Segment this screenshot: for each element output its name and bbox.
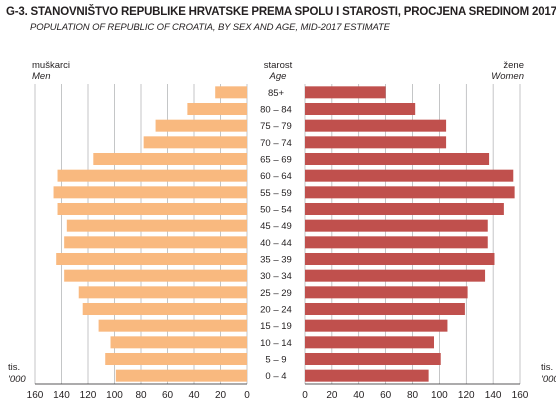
unit-label-left: tis. bbox=[8, 362, 20, 373]
bar-women bbox=[305, 369, 429, 382]
bar-men bbox=[143, 136, 247, 149]
bar-men bbox=[66, 219, 247, 232]
x-tick-label-men: 80 bbox=[135, 390, 147, 401]
age-group-label: 85+ bbox=[268, 88, 285, 99]
bar-women bbox=[305, 336, 434, 349]
bar-men bbox=[82, 303, 247, 315]
bar-men bbox=[115, 369, 247, 382]
age-group-label: 5 – 9 bbox=[265, 355, 286, 366]
x-tick-label-men: 100 bbox=[106, 390, 123, 401]
x-tick-label-women: 80 bbox=[407, 390, 419, 401]
age-group-label: 60 – 64 bbox=[260, 171, 292, 182]
bar-women bbox=[305, 136, 447, 149]
age-group-label: 45 – 49 bbox=[260, 221, 292, 232]
bar-women bbox=[305, 203, 504, 215]
bars-layer bbox=[53, 86, 515, 382]
age-group-label: 10 – 14 bbox=[260, 338, 292, 349]
bar-men bbox=[78, 286, 247, 299]
men-label-en: Men bbox=[32, 71, 50, 82]
x-tick-label-women: 140 bbox=[485, 390, 502, 401]
bar-men bbox=[56, 253, 248, 265]
age-group-label: 35 – 39 bbox=[260, 255, 292, 266]
bar-women bbox=[305, 153, 490, 165]
age-group-label: 25 – 29 bbox=[260, 288, 292, 299]
age-label-en: Age bbox=[269, 71, 287, 82]
unit-label-right-en: '000 bbox=[541, 374, 556, 385]
unit-label-right: tis. bbox=[541, 362, 553, 373]
x-tick-label-men: 140 bbox=[53, 390, 70, 401]
bar-men bbox=[57, 169, 248, 182]
x-tick-label-women: 100 bbox=[431, 390, 448, 401]
bar-men bbox=[98, 319, 247, 332]
women-label-en: Women bbox=[491, 71, 524, 82]
bar-men bbox=[105, 353, 247, 365]
bar-men bbox=[53, 186, 247, 199]
bar-women bbox=[305, 186, 515, 199]
bar-women bbox=[305, 253, 495, 265]
x-tick-label-women: 120 bbox=[458, 390, 475, 401]
age-group-label: 50 – 54 bbox=[260, 205, 292, 216]
x-tick-label-men: 160 bbox=[27, 390, 44, 401]
bar-men bbox=[57, 203, 248, 215]
unit-label-left-en: '000 bbox=[8, 374, 26, 385]
bar-men bbox=[155, 119, 247, 132]
bar-women bbox=[305, 119, 447, 132]
bar-men bbox=[64, 269, 248, 282]
x-tick-label-women: 40 bbox=[353, 390, 365, 401]
bar-women bbox=[305, 353, 441, 365]
age-group-label: 55 – 59 bbox=[260, 188, 292, 199]
bar-women bbox=[305, 236, 488, 249]
bar-men bbox=[187, 103, 247, 115]
bar-men bbox=[64, 236, 248, 249]
age-group-label: 80 – 84 bbox=[260, 105, 292, 116]
bar-women bbox=[305, 286, 468, 299]
x-tick-label-women: 60 bbox=[380, 390, 392, 401]
x-tick-label-women: 20 bbox=[326, 390, 338, 401]
age-group-label: 75 – 79 bbox=[260, 121, 292, 132]
men-label: muškarci bbox=[32, 60, 70, 71]
age-group-label: 15 – 19 bbox=[260, 321, 292, 332]
x-tick-label-men: 120 bbox=[80, 390, 97, 401]
bar-women bbox=[305, 86, 386, 99]
age-group-label: 65 – 69 bbox=[260, 155, 292, 166]
age-group-label: 20 – 24 bbox=[260, 305, 292, 316]
bar-men bbox=[215, 86, 247, 99]
x-tick-label-men: 60 bbox=[162, 390, 174, 401]
bar-women bbox=[305, 303, 465, 315]
age-group-label: 70 – 74 bbox=[260, 138, 292, 149]
labels-layer: muškarci Men starost Age žene Women tis.… bbox=[8, 60, 556, 401]
bar-women bbox=[305, 219, 488, 232]
bar-men bbox=[110, 336, 248, 349]
bar-men bbox=[93, 153, 247, 165]
bar-women bbox=[305, 269, 486, 282]
x-tick-label-men: 0 bbox=[244, 390, 250, 401]
age-group-label: 0 – 4 bbox=[265, 371, 286, 382]
chart-title: G-3. STANOVNIŠTVO REPUBLIKE HRVATSKE PRE… bbox=[6, 6, 556, 18]
x-tick-label-women: 0 bbox=[302, 390, 308, 401]
age-label: starost bbox=[264, 60, 293, 71]
bar-women bbox=[305, 169, 514, 182]
age-group-label: 40 – 44 bbox=[260, 238, 292, 249]
grid-layer bbox=[34, 84, 521, 385]
x-tick-label-men: 40 bbox=[188, 390, 200, 401]
x-tick-label-women: 160 bbox=[512, 390, 529, 401]
age-group-label: 30 – 34 bbox=[260, 271, 292, 282]
bar-women bbox=[305, 103, 416, 115]
x-tick-label-men: 20 bbox=[215, 390, 227, 401]
chart-subtitle: POPULATION OF REPUBLIC OF CROATIA, BY SE… bbox=[30, 22, 390, 33]
bar-women bbox=[305, 319, 448, 332]
women-label: žene bbox=[503, 60, 524, 71]
